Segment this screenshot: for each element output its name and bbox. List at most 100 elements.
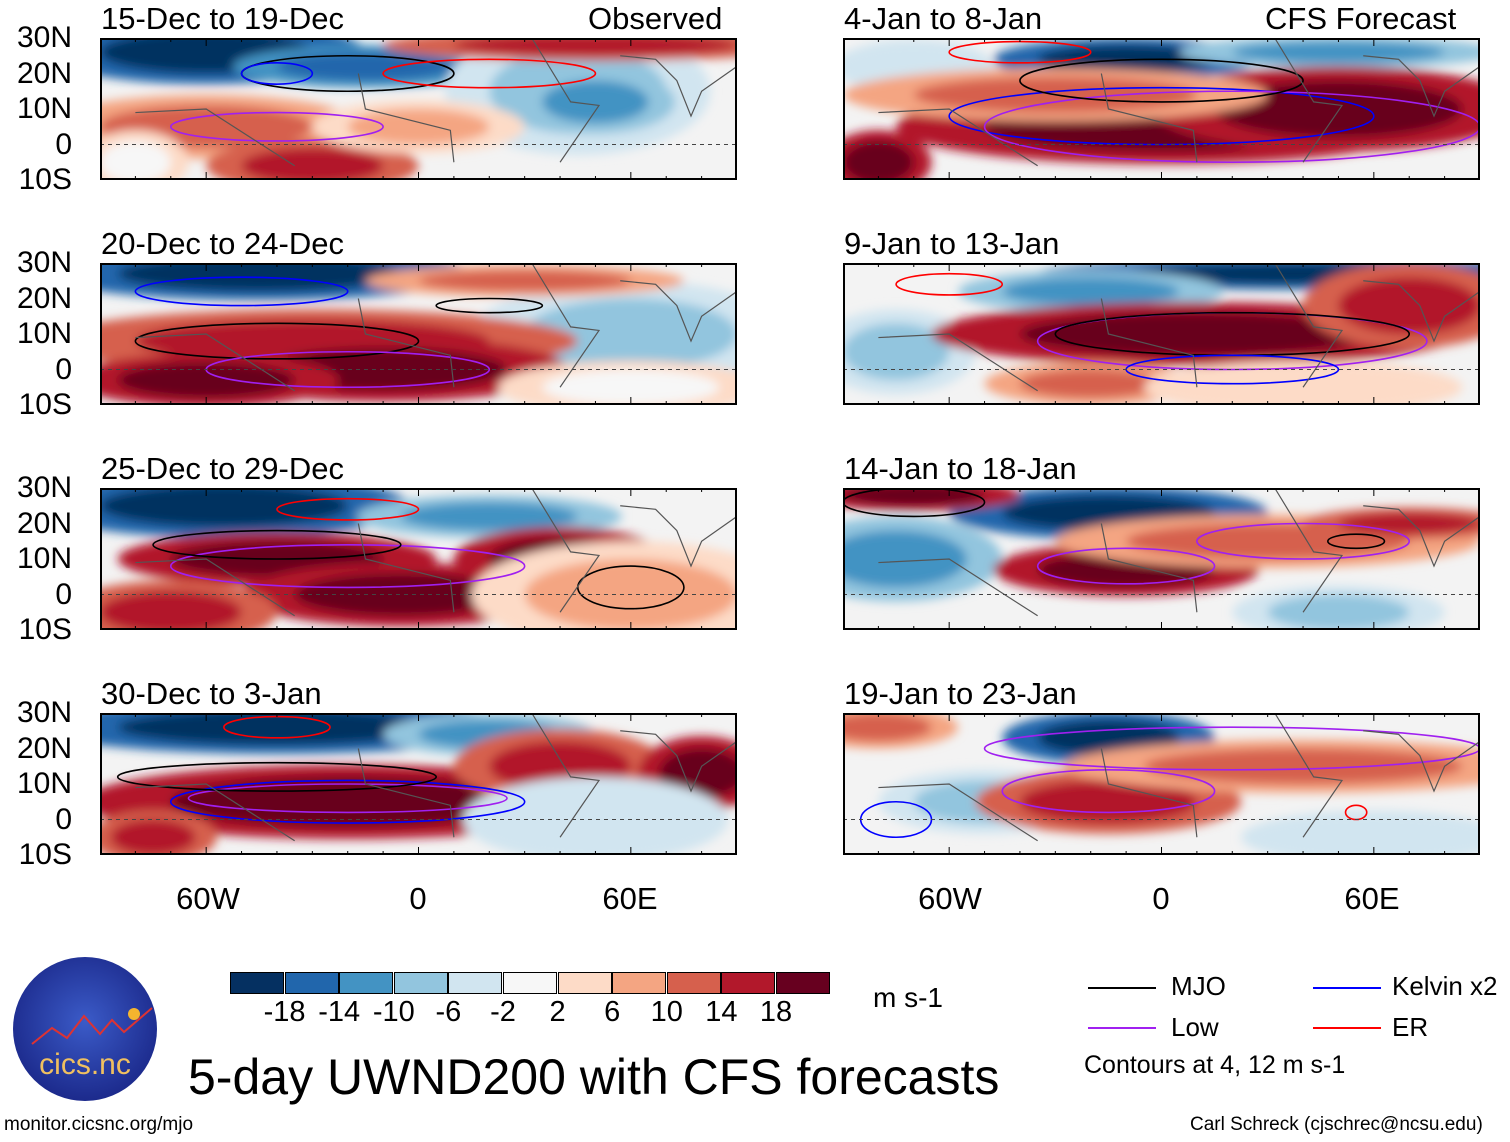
y-tick-label: 20N <box>16 281 72 315</box>
y-tick-label: 20N <box>16 506 72 540</box>
coastline <box>878 38 1480 167</box>
filter-contour <box>948 86 1375 146</box>
panel-frame <box>843 713 1480 855</box>
colorbar-swatch <box>721 972 776 994</box>
filter-contour <box>1327 533 1386 550</box>
anomaly-shading <box>347 109 490 145</box>
panel-frame <box>843 263 1480 405</box>
legend-mjo-line <box>1088 987 1156 989</box>
coastline <box>878 488 1480 617</box>
colorbar-label: -10 <box>372 996 415 1028</box>
map-panel <box>99 488 738 630</box>
filter-contour <box>169 543 526 589</box>
anomaly-shading <box>453 38 737 56</box>
colorbar-swatch <box>339 972 394 994</box>
y-tick-label: 0 <box>55 352 72 386</box>
colorbar-swatch <box>448 972 503 994</box>
anomaly-shading <box>542 80 649 124</box>
colorbar-swatch <box>284 972 339 994</box>
panel-frame <box>843 488 1480 630</box>
y-tick-label: 10S <box>18 613 72 646</box>
map-panel <box>99 263 738 405</box>
y-tick-label: 10N <box>16 317 72 350</box>
panel-frame <box>100 263 737 405</box>
panel-frame <box>843 38 1480 180</box>
filter-contour <box>116 761 437 792</box>
anomaly-shading <box>542 369 720 405</box>
y-tick-label: 20N <box>16 56 72 90</box>
y-tick-label: 0 <box>55 127 72 161</box>
legend-er-label: ER <box>1392 1012 1429 1042</box>
x-tick-left-0: 0 <box>409 881 427 916</box>
legend-low-label: Low <box>1171 1012 1219 1042</box>
coastline <box>878 713 1480 842</box>
coastline <box>135 488 737 617</box>
anomaly-shading <box>1232 41 1445 63</box>
legend-er-line <box>1313 1027 1381 1029</box>
y-tick-label: 30N <box>16 696 72 729</box>
anomaly-shading <box>1019 780 1197 824</box>
y-tick-label: 30N <box>16 21 72 54</box>
anomaly-shading <box>100 488 348 528</box>
anomaly-shading <box>1214 80 1463 138</box>
colorbar-label: 6 <box>604 996 621 1028</box>
y-tick-label: 10N <box>16 767 72 800</box>
colorbar-swatch <box>776 972 830 994</box>
x-tick-left-60w: 60W <box>176 881 240 916</box>
map-panel <box>842 713 1481 855</box>
anomaly-shading <box>1338 512 1480 535</box>
filter-contour <box>843 488 986 518</box>
legend-kelvin-line <box>1313 987 1381 989</box>
panel-title: 19-Jan to 23-Jan <box>844 676 1077 711</box>
panel-title: 4-Jan to 8-Jan <box>844 1 1043 36</box>
anomaly-shading <box>524 298 737 370</box>
y-tick-label: 20N <box>16 731 72 765</box>
map-panel <box>842 263 1481 405</box>
map-panel <box>99 713 738 855</box>
anomaly-shading <box>100 140 171 180</box>
filter-contour <box>276 497 420 521</box>
panel-title: 20-Dec to 24-Dec <box>101 226 344 261</box>
y-tick-label: 30N <box>16 246 72 279</box>
anomaly-shading <box>506 791 684 848</box>
anomaly-shading <box>1285 819 1463 855</box>
map-panel <box>842 488 1481 630</box>
x-tick-right-0: 0 <box>1152 881 1170 916</box>
panel-title: 14-Jan to 18-Jan <box>844 451 1077 486</box>
panel-title: 15-Dec to 19-Dec <box>101 1 344 36</box>
source-url[interactable]: monitor.cicsnc.org/mjo <box>4 1114 194 1135</box>
anomaly-shading <box>170 776 525 827</box>
filter-contour <box>895 272 1004 296</box>
anomaly-shading <box>241 148 384 180</box>
cics-logo: cics.nc <box>12 956 158 1102</box>
y-tick-label: 10N <box>16 542 72 575</box>
anomaly-shading <box>418 270 631 292</box>
anomaly-shading <box>400 502 578 531</box>
logo-text: cics.nc <box>39 1048 131 1081</box>
x-tick-right-60e: 60E <box>1344 881 1400 916</box>
colorbar-label: 18 <box>759 996 793 1028</box>
colorbar-label: 2 <box>549 996 566 1028</box>
y-tick-label: 0 <box>55 577 72 611</box>
colorbar-swatch <box>503 972 557 994</box>
y-tick-label: 10S <box>18 388 72 421</box>
map-panel <box>842 38 1481 180</box>
filter-contour <box>1001 768 1216 814</box>
panel-frame <box>100 38 737 180</box>
anomaly-shading <box>1019 369 1162 398</box>
anomaly-shading <box>100 590 242 630</box>
anomaly-shading <box>117 362 295 398</box>
filter-contour <box>1196 522 1411 560</box>
filter-contour <box>382 58 597 89</box>
y-tick-label: 0 <box>55 802 72 836</box>
panel-title: 25-Dec to 29-Dec <box>101 451 344 486</box>
figure-title: 5-day UWND200 with CFS forecasts <box>188 1049 1000 1105</box>
contour-note: Contours at 4, 12 m s-1 <box>1084 1051 1346 1079</box>
anomaly-shading <box>1267 594 1410 630</box>
anomaly-shading <box>117 713 437 745</box>
legend-kelvin-label: Kelvin x2 <box>1392 971 1498 1001</box>
colorbar-swatch <box>393 972 448 994</box>
x-tick-right-60w: 60W <box>918 881 982 916</box>
colorbar-swatch <box>230 972 284 994</box>
legend-low-line <box>1088 1027 1156 1029</box>
